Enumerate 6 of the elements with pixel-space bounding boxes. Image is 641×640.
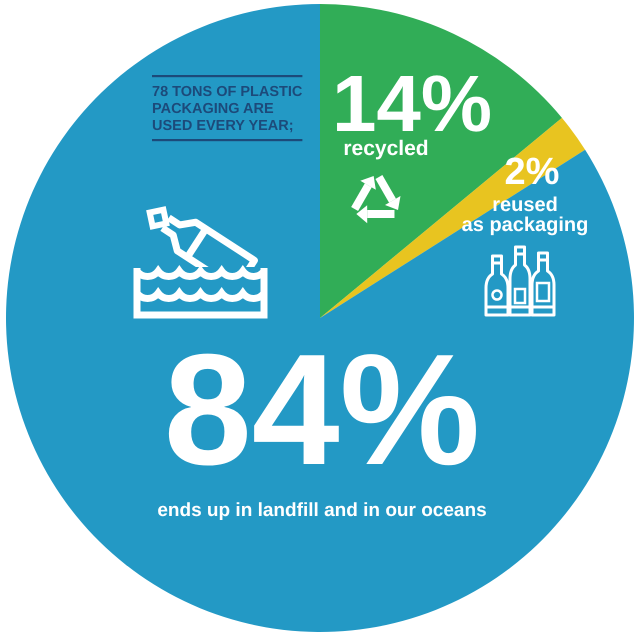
- slice-label: reused as packaging: [462, 194, 588, 236]
- data-label: 84%: [164, 322, 480, 498]
- data-label: 2%: [504, 151, 560, 193]
- text: 78 TONS OF PLASTIC PACKAGING ARE USED EVERY YEAR;: [152, 84, 303, 134]
- pie-slice: [6, 4, 634, 632]
- slice-label: ends up in landfill and in our oceans: [157, 500, 487, 521]
